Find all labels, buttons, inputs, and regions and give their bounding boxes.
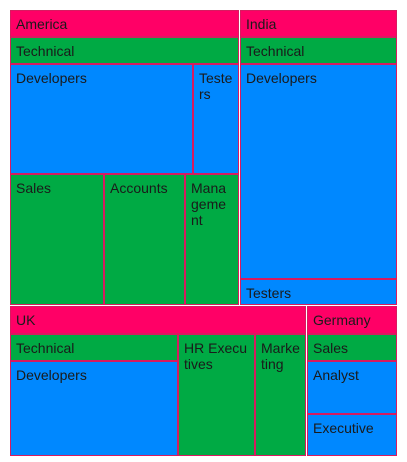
treemap-label-germany-analyst: Analyst (313, 367, 359, 383)
treemap-cell-america-technical: Technical (10, 37, 239, 64)
treemap-label-india-technical: Technical (246, 43, 305, 59)
treemap-cell-india-developers: Developers (240, 64, 397, 279)
treemap-cell-uk-technical: Technical (10, 334, 178, 361)
treemap-label-america-technical: Technical (16, 43, 75, 59)
treemap-label-america-accounts: Accounts (110, 180, 168, 196)
treemap-label-america-developers: Developers (16, 70, 87, 86)
treemap-cell-uk: UK (10, 306, 306, 334)
treemap-cell-india: India (240, 10, 397, 37)
treemap-cell-america-management: Management (185, 174, 239, 305)
treemap-cell-uk-developers: Developers (10, 361, 178, 456)
treemap-label-germany-sales: Sales (313, 340, 349, 356)
treemap-cell-uk-marketing: Marketing (255, 334, 306, 456)
treemap-label-uk-technical: Technical (16, 340, 75, 356)
treemap-label-uk-developers: Developers (16, 367, 87, 383)
treemap-label-india: India (246, 16, 277, 32)
treemap-cell-america-sales: Sales (10, 174, 104, 305)
treemap-cell-germany-sales: Sales (307, 334, 397, 361)
treemap-label-uk-marketing: Marketing (261, 340, 300, 372)
treemap-label-uk: UK (16, 312, 36, 328)
treemap-cell-america-developers: Developers (10, 64, 193, 174)
treemap-cell-america-accounts: Accounts (104, 174, 185, 305)
treemap-label-india-developers: Developers (246, 70, 317, 86)
treemap-cell-america: America (10, 10, 239, 37)
treemap-label-germany: Germany (313, 312, 371, 328)
treemap-cell-germany-executive: Executive (307, 414, 397, 456)
treemap-label-germany-executive: Executive (313, 420, 374, 436)
treemap-cell-germany: Germany (307, 306, 397, 334)
treemap-cell-india-testers: Testers (240, 279, 397, 305)
treemap-cell-america-testers: Testers (193, 64, 239, 174)
treemap-label-america: America (16, 16, 68, 32)
treemap-cell-germany-analyst: Analyst (307, 361, 397, 414)
treemap-cell-uk-hr-executives: HR Executives (178, 334, 255, 456)
treemap-label-india-testers: Testers (246, 285, 292, 301)
treemap-label-america-management: Management (191, 180, 227, 228)
treemap-cell-india-technical: Technical (240, 37, 397, 64)
treemap-label-america-testers: Testers (199, 70, 233, 102)
treemap-label-america-sales: Sales (16, 180, 52, 196)
treemap-label-uk-hr-executives: HR Executives (184, 340, 248, 372)
